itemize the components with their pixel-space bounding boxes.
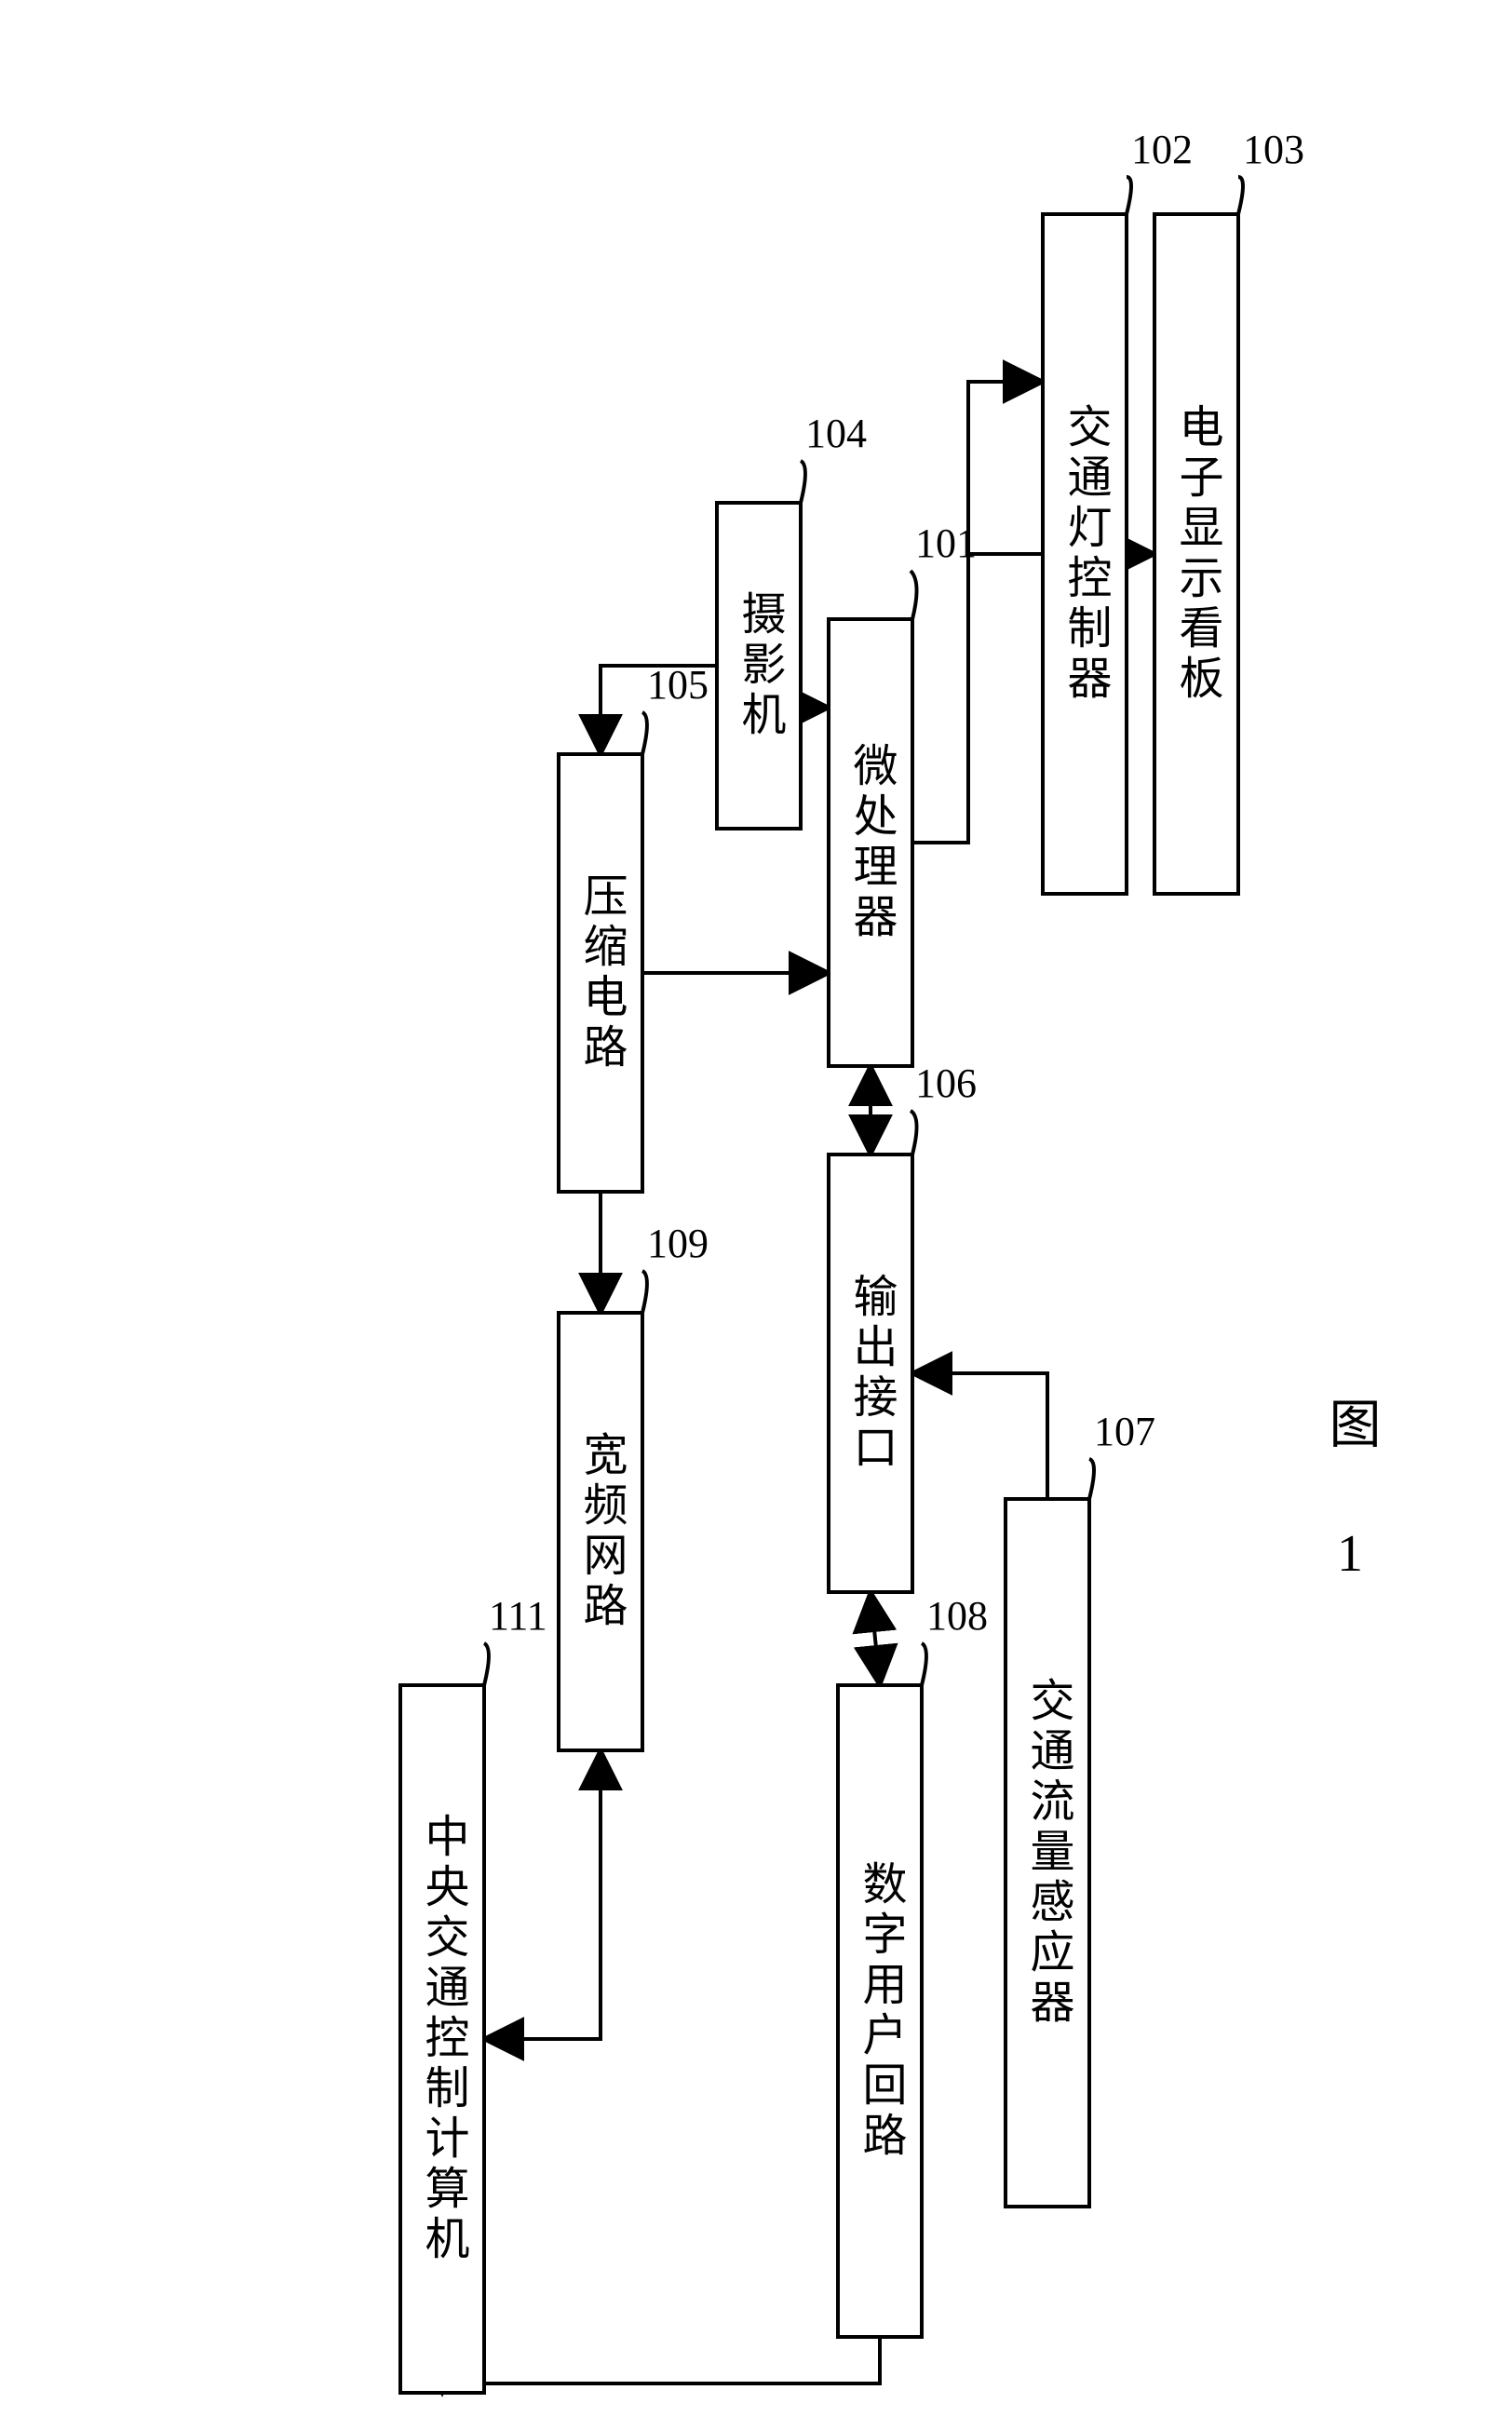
label-leader xyxy=(801,461,805,503)
node-n104: 摄影机 xyxy=(717,503,801,829)
label-leader xyxy=(911,1111,917,1154)
ref-number: 106 xyxy=(915,1060,977,1106)
node-n107: 交通流量感应器 xyxy=(1006,1499,1089,2207)
node-label: 输出接口 xyxy=(846,1273,898,1474)
ref-number: 104 xyxy=(805,411,867,456)
node-label: 摄影机 xyxy=(735,590,786,741)
edge xyxy=(912,1373,1047,1499)
ref-number: 105 xyxy=(647,662,709,708)
node-label: 交通流量感应器 xyxy=(1023,1677,1074,2029)
ref-number: 111 xyxy=(489,1593,547,1639)
ref-number: 109 xyxy=(647,1221,709,1266)
node-label: 电子显示看板 xyxy=(1172,403,1223,705)
label-leader xyxy=(642,712,647,754)
label-leader xyxy=(911,571,917,619)
node-n108: 数字用户回路 xyxy=(838,1685,922,2337)
label-leader xyxy=(642,1271,647,1313)
ref-number: 103 xyxy=(1243,127,1304,172)
node-label: 数字用户回路 xyxy=(856,1860,907,2162)
label-leader xyxy=(1127,177,1131,214)
node-label: 交通灯控制器 xyxy=(1060,403,1112,705)
node-n102: 交通灯控制器 xyxy=(1043,214,1127,894)
edge xyxy=(442,2337,880,2393)
node-n111: 中央交通控制计算机 xyxy=(400,1685,484,2393)
node-n105: 压缩电路 xyxy=(559,754,642,1192)
node-n103: 电子显示看板 xyxy=(1154,214,1238,894)
edge xyxy=(912,382,1043,843)
label-leader xyxy=(1238,177,1243,214)
label-leader xyxy=(484,1643,489,1685)
edge xyxy=(871,1592,880,1685)
figure-label: 图 1 xyxy=(1321,1397,1379,1592)
ref-number: 107 xyxy=(1094,1409,1155,1454)
label-leader xyxy=(1089,1459,1094,1499)
node-label: 微处理器 xyxy=(846,742,898,943)
ref-number: 108 xyxy=(926,1593,988,1639)
ref-number: 102 xyxy=(1131,127,1193,172)
node-n109: 宽频网路 xyxy=(559,1313,642,1750)
node-label: 压缩电路 xyxy=(576,872,628,1073)
label-leader xyxy=(922,1643,926,1685)
node-label: 中央交通控制计算机 xyxy=(418,1813,469,2265)
node-n106: 输出接口 xyxy=(829,1154,912,1592)
node-label: 宽频网路 xyxy=(576,1431,628,1632)
node-n101: 微处理器 xyxy=(829,619,912,1066)
ref-number: 101 xyxy=(915,520,977,566)
edge xyxy=(484,1750,601,2039)
